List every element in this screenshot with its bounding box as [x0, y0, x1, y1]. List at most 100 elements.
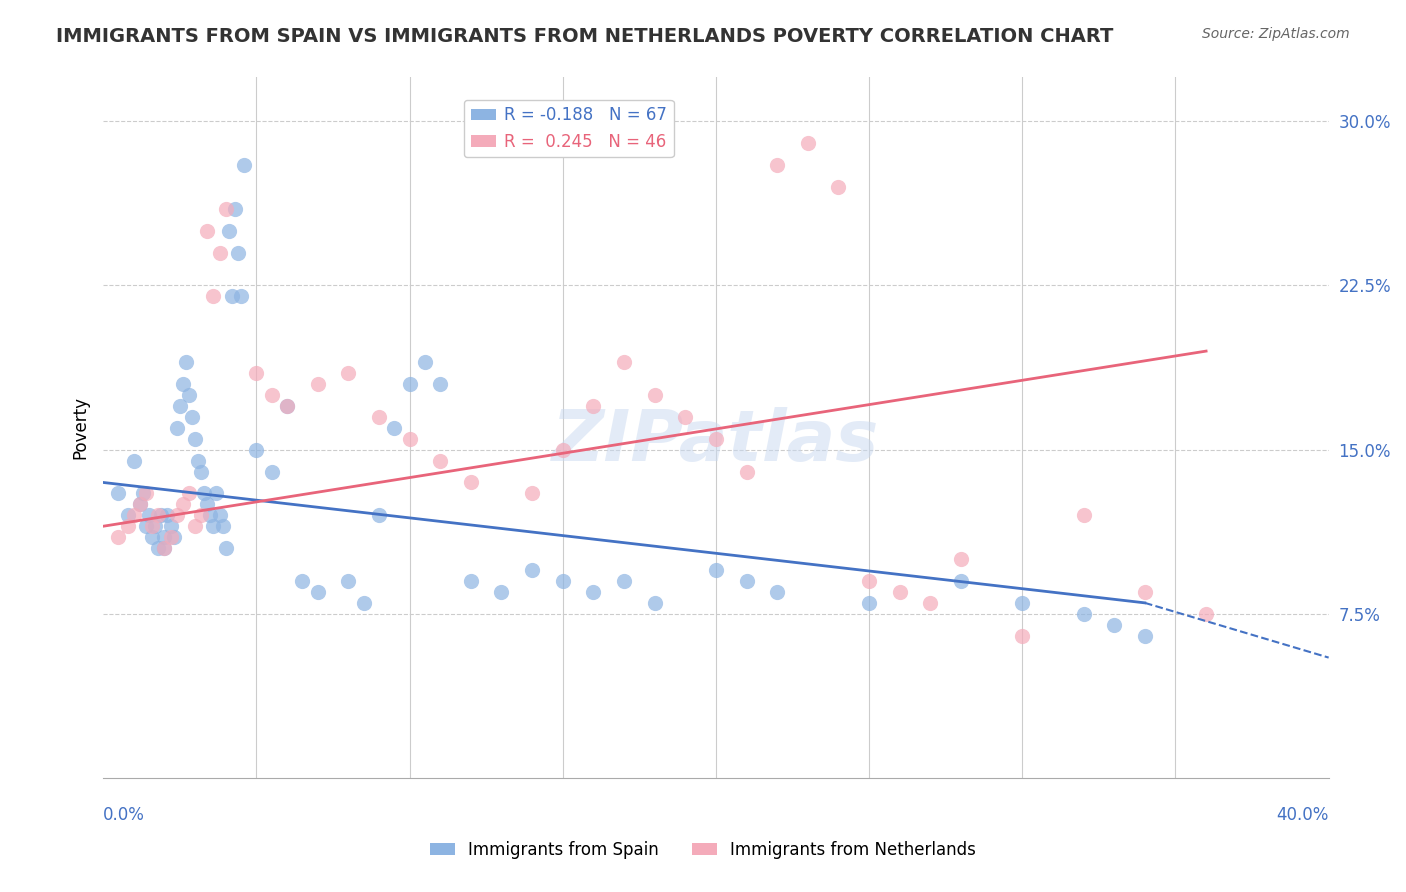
Point	[1133, 585, 1156, 599]
Point	[613, 355, 636, 369]
Point	[184, 432, 207, 446]
Point	[460, 475, 482, 490]
Point	[673, 409, 696, 424]
Point	[337, 366, 360, 380]
Point	[169, 399, 191, 413]
Point	[148, 508, 170, 523]
Point	[202, 519, 225, 533]
Point	[1102, 617, 1125, 632]
Point	[613, 574, 636, 588]
Point	[367, 508, 389, 523]
Point	[166, 508, 188, 523]
Point	[367, 409, 389, 424]
Point	[205, 486, 228, 500]
Point	[582, 585, 605, 599]
Point	[153, 530, 176, 544]
Point	[429, 453, 451, 467]
Point	[582, 399, 605, 413]
Point	[491, 585, 513, 599]
Point	[177, 388, 200, 402]
Point	[117, 519, 139, 533]
Point	[307, 585, 329, 599]
Point	[156, 508, 179, 523]
Point	[226, 245, 249, 260]
Point	[858, 596, 880, 610]
Point	[132, 486, 155, 500]
Point	[190, 508, 212, 523]
Point	[135, 486, 157, 500]
Point	[1073, 607, 1095, 621]
Point	[117, 508, 139, 523]
Point	[174, 355, 197, 369]
Point	[827, 180, 849, 194]
Point	[398, 432, 420, 446]
Point	[551, 574, 574, 588]
Point	[138, 508, 160, 523]
Point	[766, 158, 789, 172]
Point	[187, 453, 209, 467]
Text: 40.0%: 40.0%	[1277, 806, 1329, 824]
Point	[291, 574, 314, 588]
Point	[159, 530, 181, 544]
Point	[172, 376, 194, 391]
Point	[229, 289, 252, 303]
Legend: R = -0.188   N = 67, R =  0.245   N = 46: R = -0.188 N = 67, R = 0.245 N = 46	[464, 100, 673, 158]
Point	[949, 552, 972, 566]
Point	[211, 519, 233, 533]
Point	[166, 421, 188, 435]
Point	[644, 596, 666, 610]
Point	[224, 202, 246, 216]
Point	[520, 486, 543, 500]
Text: IMMIGRANTS FROM SPAIN VS IMMIGRANTS FROM NETHERLANDS POVERTY CORRELATION CHART: IMMIGRANTS FROM SPAIN VS IMMIGRANTS FROM…	[56, 27, 1114, 45]
Point	[208, 508, 231, 523]
Point	[141, 530, 163, 544]
Point	[735, 465, 758, 479]
Point	[128, 497, 150, 511]
Point	[193, 486, 215, 500]
Point	[202, 289, 225, 303]
Point	[107, 486, 129, 500]
Point	[143, 519, 166, 533]
Point	[889, 585, 911, 599]
Point	[766, 585, 789, 599]
Point	[1011, 596, 1033, 610]
Point	[1133, 629, 1156, 643]
Point	[208, 245, 231, 260]
Point	[162, 530, 184, 544]
Point	[128, 497, 150, 511]
Point	[150, 508, 173, 523]
Point	[195, 497, 218, 511]
Point	[148, 541, 170, 555]
Text: ZIPatlas: ZIPatlas	[553, 408, 880, 476]
Legend: Immigrants from Spain, Immigrants from Netherlands: Immigrants from Spain, Immigrants from N…	[423, 835, 983, 866]
Point	[218, 224, 240, 238]
Point	[107, 530, 129, 544]
Point	[233, 158, 256, 172]
Point	[190, 465, 212, 479]
Point	[172, 497, 194, 511]
Point	[195, 224, 218, 238]
Point	[337, 574, 360, 588]
Point	[1011, 629, 1033, 643]
Point	[215, 541, 238, 555]
Point	[398, 376, 420, 391]
Point	[429, 376, 451, 391]
Point	[200, 508, 222, 523]
Point	[1073, 508, 1095, 523]
Point	[382, 421, 405, 435]
Point	[177, 486, 200, 500]
Point	[551, 442, 574, 457]
Point	[245, 366, 267, 380]
Point	[153, 541, 176, 555]
Point	[307, 376, 329, 391]
Point	[159, 519, 181, 533]
Point	[184, 519, 207, 533]
Text: Source: ZipAtlas.com: Source: ZipAtlas.com	[1202, 27, 1350, 41]
Text: 0.0%: 0.0%	[103, 806, 145, 824]
Point	[260, 388, 283, 402]
Point	[353, 596, 375, 610]
Point	[735, 574, 758, 588]
Point	[858, 574, 880, 588]
Y-axis label: Poverty: Poverty	[72, 396, 89, 459]
Point	[141, 519, 163, 533]
